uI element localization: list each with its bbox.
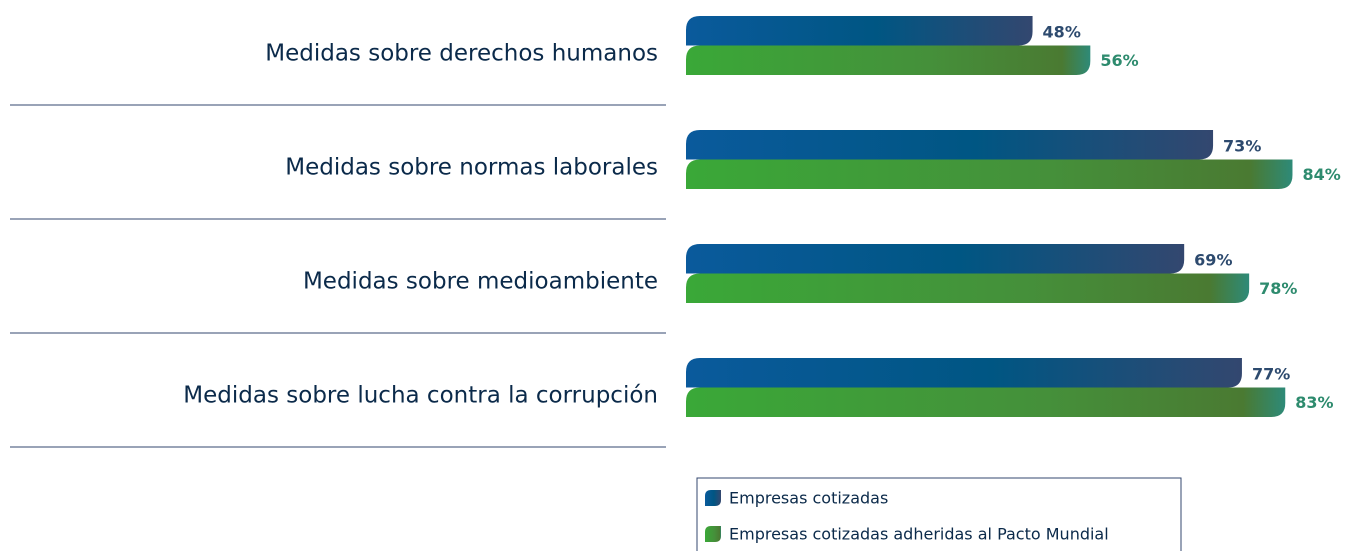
value-label: 77%: [1252, 365, 1290, 384]
value-label: 48%: [1043, 23, 1081, 42]
value-label: 83%: [1295, 393, 1333, 412]
value-label: 69%: [1194, 251, 1232, 270]
value-label: 73%: [1223, 137, 1261, 156]
bar: [686, 273, 1250, 303]
value-label: 56%: [1100, 51, 1138, 70]
bar: [686, 130, 1214, 160]
legend-swatch: [705, 526, 721, 542]
legend-box: [696, 477, 1182, 551]
value-label: 84%: [1302, 165, 1340, 184]
legend-label: Empresas cotizadas: [729, 489, 888, 508]
legend-label: Empresas cotizadas adheridas al Pacto Mu…: [729, 525, 1109, 544]
bar: [686, 159, 1293, 189]
category-label: Medidas sobre lucha contra la corrupción: [183, 383, 658, 409]
value-label: 78%: [1259, 279, 1297, 298]
bar: [686, 16, 1033, 46]
bar: [686, 244, 1185, 274]
bar: [686, 358, 1242, 388]
category-label: Medidas sobre derechos humanos: [265, 41, 658, 67]
category-label: Medidas sobre medioambiente: [303, 269, 658, 295]
bar: [686, 45, 1091, 75]
category-label: Medidas sobre normas laborales: [285, 155, 658, 181]
legend-swatch: [705, 490, 721, 506]
bar: [686, 387, 1286, 417]
